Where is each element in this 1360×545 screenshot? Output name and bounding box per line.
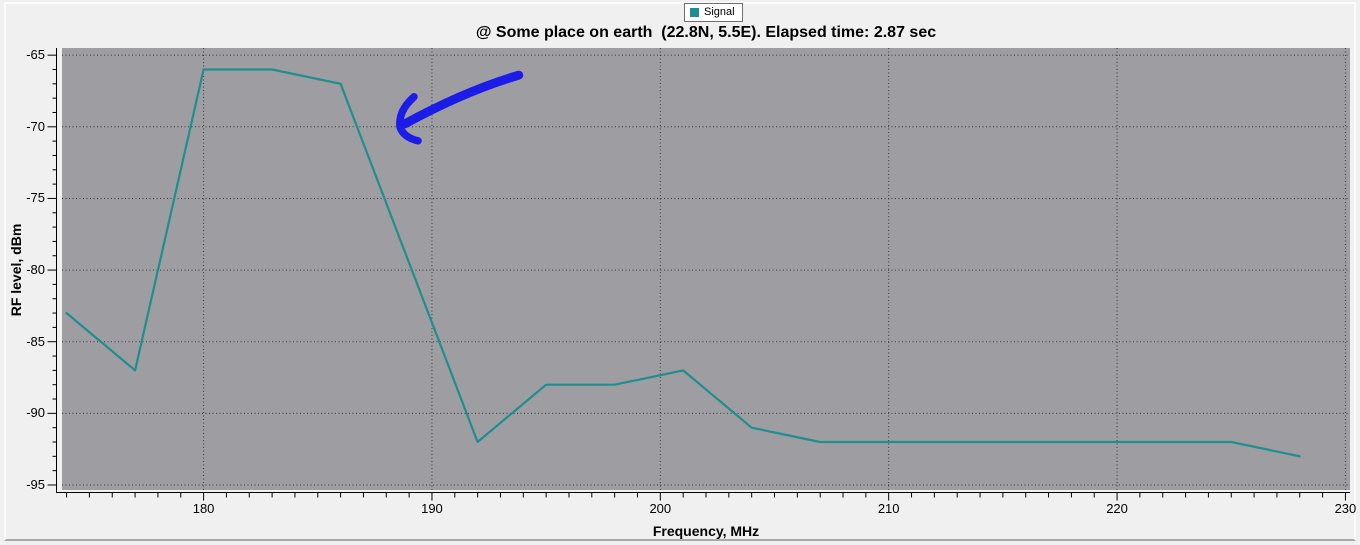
y-tick-label: -95 bbox=[26, 476, 45, 492]
y-tick-label: -70 bbox=[26, 118, 45, 134]
y-tick-label: -85 bbox=[26, 333, 45, 349]
x-tick-label: 200 bbox=[649, 501, 672, 516]
plot-area[interactable] bbox=[62, 48, 1350, 490]
x-tick-label: 210 bbox=[877, 501, 900, 516]
legend-swatch-signal bbox=[690, 8, 699, 17]
chart-title: @ Some place on earth (22.8N, 5.5E). Ela… bbox=[475, 24, 937, 41]
y-tick-label: -65 bbox=[26, 47, 45, 63]
x-tick-label: 230 bbox=[1334, 501, 1357, 516]
y-tick-label: -80 bbox=[26, 262, 45, 278]
y-tick-label: -90 bbox=[26, 405, 45, 421]
x-tick-label: 180 bbox=[192, 501, 215, 516]
x-tick-label: 190 bbox=[421, 501, 443, 516]
y-tick-label: -75 bbox=[26, 190, 45, 206]
x-tick-label: 220 bbox=[1106, 501, 1128, 516]
x-axis-title: Frequency, MHz bbox=[652, 523, 760, 539]
legend-label: Signal bbox=[704, 6, 735, 18]
legend: Signal bbox=[684, 3, 743, 22]
